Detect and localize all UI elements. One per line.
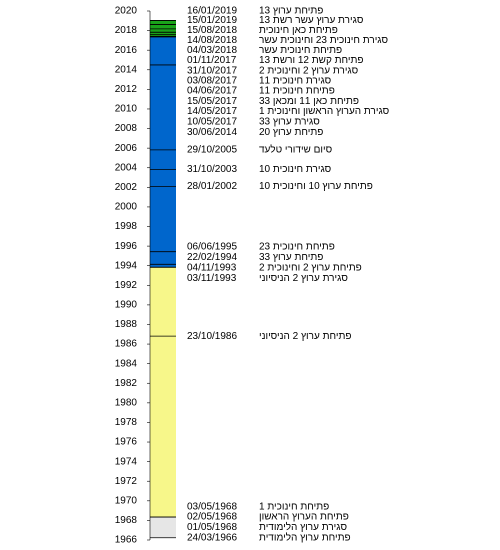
- event-date: 10/05/2017: [187, 117, 237, 128]
- y-tick-label: 1986: [115, 339, 138, 350]
- event-date: 31/10/2003: [187, 164, 237, 175]
- y-tick-label: 1972: [115, 476, 138, 487]
- y-tick-label: 2010: [115, 104, 138, 115]
- period-bar: [150, 36, 176, 268]
- y-tick-label: 1978: [115, 417, 138, 428]
- y-tick-label: 1974: [115, 456, 138, 467]
- y-tick-label: 2004: [115, 162, 138, 173]
- event-label: סגירת ערוץ 2 הניסיוני: [259, 273, 348, 284]
- event-label: פתיחת ערוץ 33: [259, 252, 323, 263]
- y-tick-label: 1982: [115, 378, 138, 389]
- y-tick-label: 2012: [115, 84, 138, 95]
- event-label: סגירת חינוכית 10: [259, 164, 332, 175]
- event-label: פתיחת ערוץ הלימודית: [259, 532, 351, 544]
- y-tick-label: 2020: [115, 6, 138, 17]
- event-date: 29/10/2005: [187, 144, 237, 155]
- event-label: פתיחת חינוכית 23: [259, 242, 335, 253]
- event-label: סגירת ערוץ עשר רשת 13: [259, 15, 364, 26]
- y-tick-label: 1992: [115, 280, 138, 291]
- event-label: סגירת ערוץ הלימודית: [259, 521, 347, 533]
- y-tick-label: 1976: [115, 437, 138, 448]
- event-date: 30/06/2014: [187, 127, 237, 138]
- period-bar: [150, 267, 176, 518]
- event-date: 31/10/2017: [187, 65, 237, 76]
- event-date: 04/06/2017: [187, 86, 237, 97]
- event-label: פתיחת קשת 12 ורשת 13: [259, 55, 364, 66]
- event-date: 22/02/1994: [187, 252, 237, 263]
- event-label: פתיחת ערוץ 10 וחינוכית 10: [259, 181, 373, 192]
- event-date: 15/05/2017: [187, 96, 237, 107]
- event-label: פתיחת חינוכית 11: [259, 86, 335, 97]
- event-date: 03/11/1993: [187, 273, 237, 284]
- event-label: סגירת ערוץ 33: [259, 117, 320, 128]
- event-label: פתיחת הערוץ הראשון: [259, 512, 349, 523]
- event-label: פתיחת ערוץ 13: [259, 6, 323, 17]
- event-date: 03/05/1968: [187, 501, 237, 512]
- y-tick-label: 1994: [115, 260, 138, 271]
- event-date: 23/10/1986: [187, 331, 237, 342]
- y-tick-label: 1996: [115, 241, 138, 252]
- y-tick-label: 1970: [115, 495, 138, 506]
- event-label: פתיחת ערוץ 2 וחינוכית 2: [259, 262, 362, 273]
- y-tick-label: 2008: [115, 123, 138, 134]
- event-date: 06/06/1995: [187, 242, 237, 253]
- period-bar: [150, 517, 176, 538]
- y-tick-label: 1968: [115, 515, 138, 526]
- event-label: סגירת הערוץ הראשון וחינוכית 1: [259, 106, 390, 117]
- event-date: 15/01/2019: [187, 15, 237, 26]
- event-date: 14/05/2017: [187, 106, 237, 117]
- event-label: פתיחת ערוץ 2 הניסיוני: [259, 331, 351, 342]
- event-label: סיום שידורי טלעד: [259, 143, 333, 155]
- y-tick-label: 2006: [115, 143, 138, 154]
- y-tick-label: 2014: [115, 64, 138, 75]
- event-date: 28/01/2002: [187, 181, 237, 192]
- y-tick-label: 1966: [115, 535, 138, 546]
- event-label: פתיחת כאן חינוכית: [259, 25, 338, 36]
- event-label: פתיחת חינוכית עשר: [259, 45, 342, 56]
- event-date: 01/05/1968: [187, 522, 237, 533]
- event-label: סגירת חינוכית 23 וחינוכית עשר: [259, 35, 389, 46]
- y-tick-label: 1998: [115, 221, 138, 232]
- event-label: סגירת ערוץ 2 וחינוכית 2: [259, 65, 359, 76]
- event-label: פתיחת ערוץ 20: [259, 127, 323, 138]
- event-date: 01/11/2017: [187, 55, 237, 66]
- event-date: 24/03/1966: [187, 533, 237, 544]
- y-tick-label: 1988: [115, 319, 138, 330]
- event-date: 14/08/2018: [187, 35, 237, 46]
- y-tick-label: 1990: [115, 300, 138, 311]
- event-date: 16/01/2019: [187, 6, 237, 17]
- y-tick-label: 2016: [115, 45, 138, 56]
- event-date: 03/08/2017: [187, 75, 237, 86]
- y-tick-label: 2002: [115, 182, 138, 193]
- y-tick-label: 1984: [115, 358, 138, 369]
- y-tick-label: 1980: [115, 397, 138, 408]
- event-date: 04/03/2018: [187, 45, 237, 56]
- event-date: 04/11/1993: [187, 262, 237, 273]
- event-label: סגירת חינוכית 11: [259, 75, 332, 86]
- y-tick-label: 2018: [115, 25, 138, 36]
- y-tick-label: 2000: [115, 202, 138, 213]
- event-date: 15/08/2018: [187, 25, 237, 36]
- event-label: פתיחת חינוכית 1: [259, 501, 329, 512]
- event-label: פתיחת כאן 11 ומכאן 33: [259, 96, 359, 107]
- event-date: 02/05/1968: [187, 512, 237, 523]
